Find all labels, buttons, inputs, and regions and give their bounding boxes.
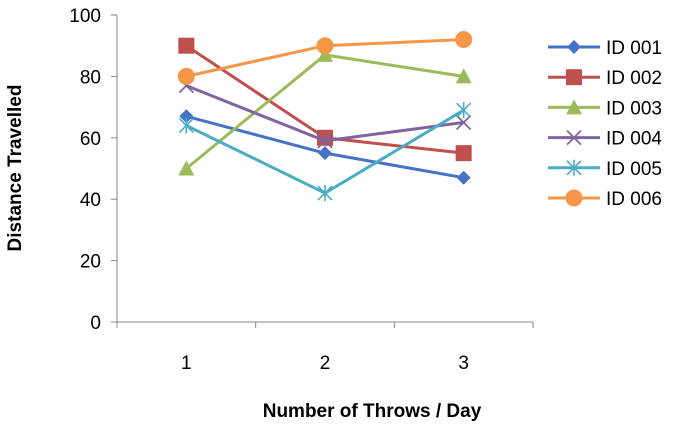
data-point <box>455 68 472 84</box>
y-tick-label: 80 <box>80 67 101 88</box>
x-tick-label: 1 <box>181 353 192 374</box>
legend-label: ID 001 <box>606 38 662 59</box>
series-6 <box>177 31 473 85</box>
legend-label: ID 003 <box>606 98 662 119</box>
data-point <box>456 102 472 119</box>
x-axis-title: Number of Throws / Day <box>263 401 482 422</box>
y-tick-label: 100 <box>69 6 101 27</box>
y-axis-title: Distance Travelled <box>5 85 26 252</box>
legend-marker <box>566 129 582 146</box>
x-tick-label: 3 <box>458 353 469 374</box>
series-2 <box>178 37 472 162</box>
legend-item: ID 001 <box>548 38 662 59</box>
legend: ID 001 ID 002 ID 003 ID 004 ID 005 ID 006 <box>548 38 662 210</box>
data-point <box>455 31 473 49</box>
legend-label: ID 002 <box>606 68 662 89</box>
data-point <box>316 37 334 55</box>
data-point <box>456 114 472 131</box>
y-tick-label: 0 <box>90 313 101 334</box>
series-1 <box>179 109 471 185</box>
data-point <box>178 160 195 176</box>
x-tick-label: 2 <box>320 353 331 374</box>
y-tick-label: 60 <box>80 129 101 150</box>
series-5 <box>178 102 472 202</box>
data-point <box>179 109 194 124</box>
legend-marker <box>565 189 583 207</box>
y-tick-label: 20 <box>80 252 101 273</box>
axes: 0 20 40 60 80 100 1 2 3 <box>69 6 534 374</box>
legend-item: ID 005 <box>548 159 662 180</box>
legend-label: ID 006 <box>606 189 662 210</box>
data-point <box>456 170 471 185</box>
data-point <box>178 37 195 54</box>
legend-label: ID 005 <box>606 159 662 180</box>
legend-marker <box>566 159 582 176</box>
series-layer <box>177 31 473 202</box>
legend-item: ID 006 <box>548 189 662 210</box>
legend-marker <box>566 69 582 86</box>
legend-label: ID 004 <box>606 129 662 150</box>
series-4 <box>178 77 472 149</box>
data-point <box>455 145 472 162</box>
data-point <box>318 146 332 161</box>
data-point <box>317 133 333 149</box>
legend-item: ID 002 <box>548 68 662 89</box>
series-3 <box>178 46 472 176</box>
y-tick-label: 40 <box>80 190 101 211</box>
legend-marker <box>567 40 581 54</box>
data-point <box>178 117 194 134</box>
legend-item: ID 003 <box>548 98 662 119</box>
legend-item: ID 004 <box>548 129 662 150</box>
data-point <box>317 46 333 62</box>
data-point <box>177 67 195 85</box>
data-point <box>317 185 333 202</box>
legend-marker <box>566 99 582 115</box>
